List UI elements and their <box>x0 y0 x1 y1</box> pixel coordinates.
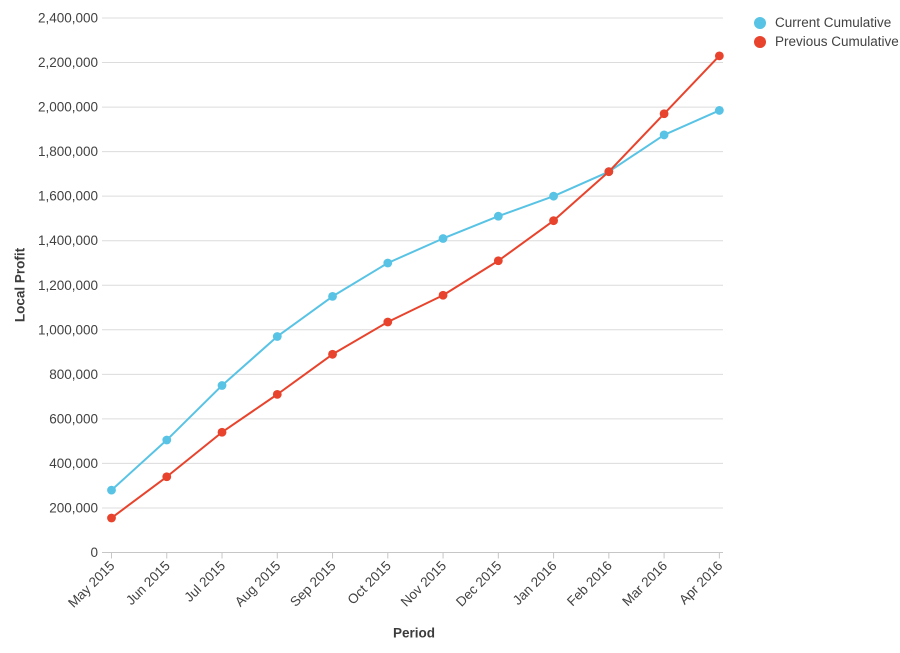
series-line-1 <box>110 55 721 519</box>
y-tick-label: 200,000 <box>49 500 98 515</box>
x-tick-label: Sep 2015 <box>287 558 338 609</box>
x-tick-label: Apr 2016 <box>676 558 725 607</box>
x-tick-label: Mar 2016 <box>619 558 670 609</box>
data-point[interactable] <box>217 381 227 390</box>
data-point[interactable] <box>714 106 724 115</box>
data-point[interactable] <box>383 317 393 327</box>
data-point[interactable] <box>162 472 172 482</box>
y-tick-label: 600,000 <box>49 411 98 426</box>
y-tick-label: 0 <box>90 545 98 560</box>
x-tick-label: Aug 2015 <box>232 558 283 609</box>
legend-label-current: Current Cumulative <box>775 15 892 30</box>
data-point[interactable] <box>438 290 448 300</box>
x-tick-label: Oct 2015 <box>345 558 394 607</box>
y-tick-label: 2,400,000 <box>38 11 98 26</box>
y-axis-title: Local Profit <box>12 247 28 323</box>
data-point[interactable] <box>272 389 282 399</box>
legend: Current Cumulative Previous Cumulative <box>754 15 899 49</box>
data-point[interactable] <box>162 435 172 445</box>
legend-marker-current-icon <box>754 16 766 29</box>
x-tick-label: Dec 2015 <box>453 558 504 609</box>
x-tick-label: Jun 2015 <box>123 558 173 608</box>
y-tick-label: 1,200,000 <box>38 278 98 293</box>
x-axis-title: Period <box>392 625 436 641</box>
x-tick-label: Jul 2015 <box>181 558 228 605</box>
data-point[interactable] <box>217 427 227 437</box>
data-point[interactable] <box>272 332 282 341</box>
series-line-0 <box>110 109 720 491</box>
y-tick-label: 2,000,000 <box>38 100 98 115</box>
legend-marker-previous-icon <box>754 35 766 48</box>
data-point[interactable] <box>549 191 558 201</box>
x-tick-label: Jan 2016 <box>510 558 560 608</box>
data-point[interactable] <box>659 130 669 140</box>
data-point[interactable] <box>328 349 337 359</box>
x-tick-label: May 2015 <box>65 558 118 611</box>
data-point[interactable] <box>107 513 116 523</box>
data-point[interactable] <box>383 258 393 268</box>
y-tick-label: 800,000 <box>49 367 98 382</box>
data-point[interactable] <box>328 291 337 301</box>
y-tick-label: 400,000 <box>49 456 98 471</box>
data-point[interactable] <box>493 256 503 266</box>
y-tick-label: 2,200,000 <box>38 55 98 70</box>
legend-item-current-cumulative[interactable]: Current Cumulative <box>754 15 899 30</box>
x-tick-label: Nov 2015 <box>398 558 449 609</box>
data-point[interactable] <box>659 109 669 119</box>
legend-item-previous-cumulative[interactable]: Previous Cumulative <box>754 34 899 49</box>
y-tick-label: 1,600,000 <box>38 189 98 204</box>
data-point[interactable] <box>714 51 724 61</box>
data-point[interactable] <box>549 216 558 226</box>
data-point[interactable] <box>493 211 503 221</box>
y-tick-label: 1,000,000 <box>38 322 98 337</box>
data-point[interactable] <box>438 234 448 243</box>
data-point[interactable] <box>604 167 614 177</box>
legend-label-previous: Previous Cumulative <box>775 34 899 49</box>
y-tick-label: 1,400,000 <box>38 233 98 248</box>
data-point[interactable] <box>107 485 116 495</box>
x-tick-label: Feb 2016 <box>564 558 615 609</box>
y-tick-label: 1,800,000 <box>38 144 98 159</box>
